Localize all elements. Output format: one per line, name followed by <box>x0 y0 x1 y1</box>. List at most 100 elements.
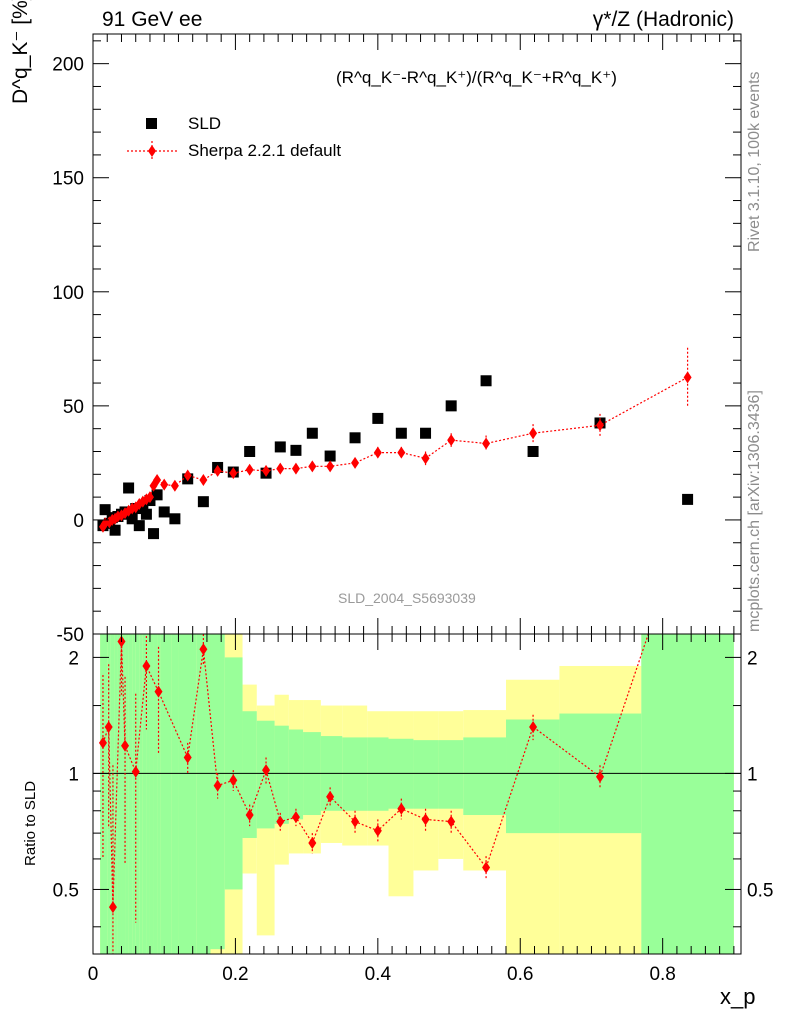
ratio-data-point <box>421 813 430 826</box>
sld-data-point <box>123 482 135 494</box>
ratio-band-inner <box>132 634 136 954</box>
sherpa-line <box>102 376 688 528</box>
plot-title-process: γ*/Z (Hadronic) <box>592 8 734 31</box>
sld-data-point <box>140 508 152 520</box>
sherpa-data-point <box>276 462 285 475</box>
ratio-band-inner <box>438 740 464 809</box>
x-tick-label: 0.8 <box>649 964 675 985</box>
ratio-tick-label: 0.5 <box>53 880 79 901</box>
rivet-version-text: Rivet 3.1.10, 100k events <box>746 71 763 252</box>
ratio-data-point <box>482 861 491 874</box>
sherpa-data-point <box>351 456 360 469</box>
y-tick-label: 200 <box>52 55 84 76</box>
ratio-data-point <box>154 685 163 698</box>
ratio-data-point <box>529 720 538 733</box>
x-tick-label: 0.2 <box>222 964 248 985</box>
sherpa-data-point <box>121 507 130 520</box>
sld-data-point <box>420 427 432 439</box>
ratio-data-point <box>262 764 271 777</box>
legend-marker-sherpa <box>148 145 156 157</box>
ratio-band-inner <box>139 634 143 954</box>
ratio-band-inner <box>157 634 161 954</box>
sherpa-data-point <box>291 462 300 475</box>
sherpa-data-point <box>199 474 208 487</box>
ratio-band-inner <box>125 634 129 954</box>
ratio-band-inner <box>342 737 368 811</box>
sherpa-data-point <box>170 479 179 492</box>
axis-ticks <box>92 34 741 954</box>
sld-data-point <box>126 513 138 525</box>
ratio-band-inner <box>463 737 507 816</box>
ratio-data-point <box>373 824 382 837</box>
plot-title-energy: 91 GeV ee <box>102 8 203 31</box>
ratio-tick-label: 2 <box>747 648 758 669</box>
ratio-band-inner <box>117 634 122 954</box>
ratio-data-point <box>199 643 208 656</box>
mcplots-reference-text: mcplots.cern.ch [arXiv:1306.3436] <box>746 390 763 632</box>
ratio-band-inner <box>135 634 140 954</box>
sld-data-point <box>137 503 149 515</box>
ratio-band-inner <box>367 737 389 811</box>
sherpa-data-point <box>683 371 692 384</box>
sherpa-data-point <box>596 419 605 432</box>
sld-data-point <box>109 524 121 536</box>
ratio-data-point <box>596 770 605 783</box>
ratio-band-inner <box>196 634 211 954</box>
ratio-tick-label: 1 <box>747 764 758 785</box>
ratio-data-point <box>397 802 406 815</box>
sherpa-data-point <box>183 469 192 482</box>
ratio-data-point <box>213 779 222 792</box>
observable-formula: (R^q_K⁻-R^q_K⁺)/(R^q_K⁻+R^q_K⁺) <box>336 68 617 87</box>
sld-data-point <box>349 432 361 444</box>
ratio-data-point <box>447 815 456 828</box>
ratio-band-inner <box>274 725 289 824</box>
y-tick-label: 100 <box>52 283 84 304</box>
sld-data-point <box>290 444 302 456</box>
ratio-band-inner <box>146 634 150 954</box>
sherpa-data-point <box>229 467 238 480</box>
ratio-data-point <box>351 815 360 828</box>
sherpa-data-point <box>245 463 254 476</box>
sld-data-point <box>682 493 694 505</box>
sherpa-data-point <box>447 434 456 447</box>
sld-data-point <box>158 506 170 518</box>
ratio-data-point <box>291 811 300 824</box>
ratio-tick-label: 1 <box>68 764 79 785</box>
ratio-tick-label: 2 <box>68 648 79 669</box>
y-tick-label: 0 <box>73 511 84 532</box>
ratio-data-point <box>229 774 238 787</box>
x-tick-label: 0.6 <box>507 964 533 985</box>
y-tick-label: 50 <box>63 397 84 418</box>
sld-data-point <box>324 450 336 462</box>
ratio-uncertainty-bands <box>100 634 734 954</box>
sherpa-data-point <box>160 478 169 491</box>
ratio-data-point <box>98 736 107 749</box>
ratio-data-point <box>131 765 140 778</box>
sld-data-point <box>197 496 209 508</box>
ratio-panel-frame <box>92 633 742 955</box>
sherpa-data-point <box>262 464 271 477</box>
ratio-panel-series <box>98 634 649 954</box>
legend-label-sld: SLD <box>188 114 222 133</box>
analysis-id-watermark: SLD_2004_S5693039 <box>338 590 476 606</box>
ratio-band-inner <box>153 634 158 954</box>
ratio-band-inner <box>641 634 734 954</box>
ratio-data-point <box>183 751 192 764</box>
sld-data-point <box>169 513 181 525</box>
ratio-data-point <box>276 815 285 828</box>
ratio-band-inner <box>114 634 118 954</box>
ratio-data-point <box>326 790 335 803</box>
main-panel-series <box>97 347 694 540</box>
ratio-band-inner <box>506 719 560 834</box>
ratio-data-point <box>308 836 317 849</box>
sherpa-data-point <box>482 437 491 450</box>
sld-data-point <box>274 441 286 453</box>
sherpa-data-point <box>397 446 406 459</box>
sld-data-point <box>99 504 111 516</box>
sherpa-data-point <box>145 491 154 504</box>
ratio-band-inner <box>160 634 172 954</box>
ratio-band-inner <box>210 634 225 950</box>
ratio-band-inner <box>178 634 197 954</box>
y-tick-label: 150 <box>52 169 84 190</box>
ratio-band-inner <box>413 740 439 809</box>
